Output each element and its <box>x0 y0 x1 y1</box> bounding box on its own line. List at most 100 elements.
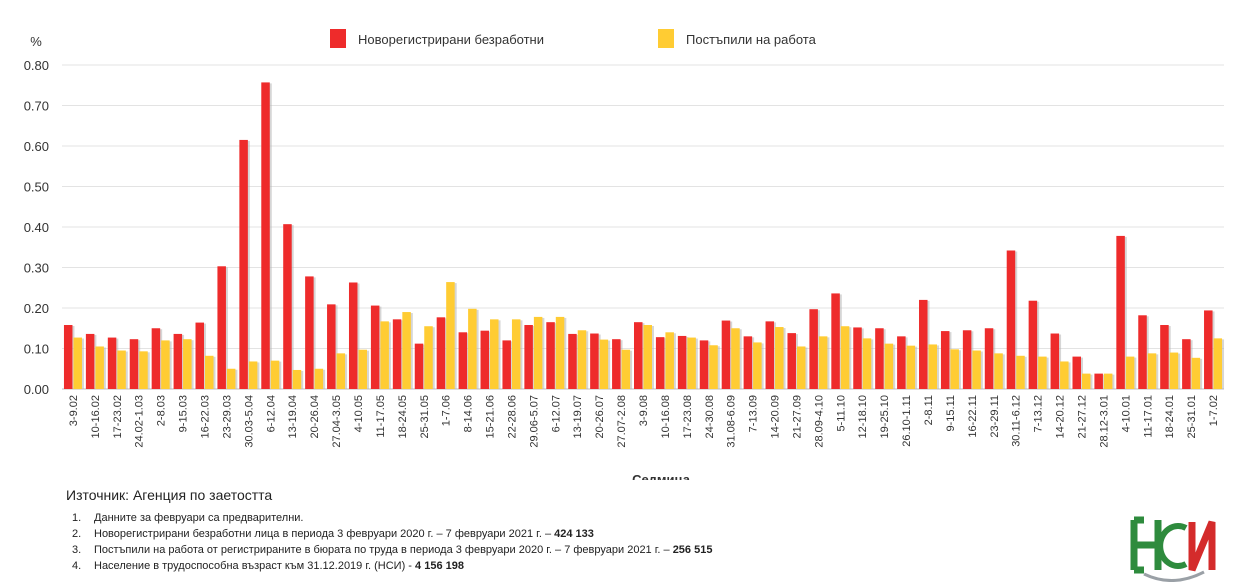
bar-new-unemployed <box>480 330 490 389</box>
bar-employed <box>1169 352 1179 389</box>
bar-chart: 0.00 0.10 0.20 0.30 0.40 0.50 0.60 0.70 0.80 3-9… <box>24 29 1225 480</box>
bar-employed <box>621 349 631 389</box>
x-tick-label: 17-23.02 <box>112 395 124 438</box>
source-line: Източник: Агенция по заетостта <box>66 487 273 503</box>
bar-employed <box>183 339 192 389</box>
bar-new-unemployed <box>677 335 687 389</box>
x-tick-label: 16-22.11 <box>967 395 979 438</box>
bar-new-unemployed <box>1204 310 1213 389</box>
note-item: 1. Данните за февруари са предварителни. <box>72 512 304 524</box>
bar-new-unemployed <box>305 276 314 389</box>
bar-employed <box>731 328 740 389</box>
x-tick-label: 8-14.06 <box>463 395 475 432</box>
bar-new-unemployed <box>919 299 928 389</box>
bar-employed <box>270 360 280 389</box>
bar-employed <box>928 344 938 389</box>
bar-employed <box>533 316 543 389</box>
x-axis-ticks: 3-9.02 10-16.02 17-23.02 24.02-1.03 2-8.03 9-… <box>68 395 1220 448</box>
note-item: 3. Постъпили на работа от регистрираните … <box>72 544 713 556</box>
x-tick-label: 26.10-1.11 <box>901 395 913 447</box>
x-tick-label: 11-17.05 <box>375 395 387 438</box>
bar-new-unemployed <box>1006 250 1016 389</box>
x-tick-label: 28.09-4.10 <box>813 395 825 448</box>
bar-employed <box>1081 373 1091 389</box>
y-tick-label: 0.40 <box>24 220 49 235</box>
legend-label-new-unemployed: Новорегистрирани безработни <box>358 32 544 47</box>
legend-swatch-new-unemployed <box>330 29 346 48</box>
bar-employed <box>1038 356 1047 389</box>
bar-new-unemployed <box>502 340 511 389</box>
bar-new-unemployed <box>85 333 95 389</box>
x-tick-label: 2-8.11 <box>923 395 935 425</box>
bar-new-unemployed <box>348 282 358 389</box>
bar-new-unemployed <box>634 322 643 389</box>
bar-new-unemployed <box>1160 325 1169 389</box>
bar-new-unemployed <box>1182 339 1191 389</box>
x-tick-label: 30.03-5.04 <box>243 395 255 448</box>
y-tick-label: 0.50 <box>24 180 49 195</box>
x-tick-label: 13-19.04 <box>287 395 299 438</box>
bar-new-unemployed <box>765 321 775 389</box>
x-tick-label: 1-7.02 <box>1208 395 1220 426</box>
x-tick-label: 18-24.01 <box>1164 395 1176 438</box>
bar-new-unemployed <box>524 325 533 389</box>
bar-employed <box>972 350 981 389</box>
bar-employed <box>1191 357 1201 389</box>
bar-employed <box>446 282 455 389</box>
bar-employed <box>840 326 850 389</box>
x-tick-label: 19-25.10 <box>879 395 891 438</box>
legend-swatch-employed <box>658 29 674 48</box>
bars <box>63 82 1225 389</box>
bar-new-unemployed <box>940 331 950 389</box>
x-tick-label: 27.07-2.08 <box>616 395 628 448</box>
bar-new-unemployed <box>787 333 796 389</box>
bar-employed <box>555 316 565 389</box>
bar-new-unemployed <box>962 330 972 389</box>
bar-new-unemployed <box>743 336 753 389</box>
bar-employed <box>753 342 762 389</box>
bar-new-unemployed <box>261 82 270 389</box>
x-tick-label: 17-23.08 <box>682 395 694 438</box>
bar-employed <box>643 325 652 389</box>
x-tick-label: 31.08-6.09 <box>726 395 738 448</box>
x-tick-label: 3-9.02 <box>68 395 80 426</box>
bar-new-unemployed <box>63 325 73 389</box>
x-tick-label: 1-7.06 <box>441 395 453 426</box>
x-tick-label: 27.04-3.05 <box>331 395 343 448</box>
y-tick-label: 0.80 <box>24 58 49 73</box>
bar-employed <box>818 336 828 389</box>
bar-new-unemployed <box>239 139 248 389</box>
bar-new-unemployed <box>436 317 446 389</box>
bar-employed <box>884 343 894 389</box>
bar-employed <box>1125 356 1135 389</box>
bar-employed <box>709 345 718 389</box>
y-tick-label: 0.30 <box>24 261 49 276</box>
bar-new-unemployed <box>655 337 665 389</box>
x-tick-label: 9-15.11 <box>945 395 957 432</box>
bar-employed <box>380 321 389 389</box>
bar-employed <box>906 345 916 389</box>
bar-new-unemployed <box>984 328 994 389</box>
x-tick-label: 25-31.01 <box>1186 395 1198 438</box>
bar-new-unemployed <box>897 336 906 389</box>
bar-employed <box>687 337 696 389</box>
bar-new-unemployed <box>173 333 183 389</box>
gridlines <box>62 64 1224 390</box>
legend: Новорегистрирани безработни Постъпили на… <box>330 29 817 48</box>
bar-employed <box>950 349 959 389</box>
bar-new-unemployed <box>283 224 292 389</box>
x-tick-label: 5-11.10 <box>835 395 847 432</box>
bar-employed <box>775 327 784 389</box>
bar-new-unemployed <box>392 319 402 389</box>
x-tick-label: 6-12.04 <box>265 395 277 432</box>
bar-employed <box>161 340 170 389</box>
x-tick-label: 18-24.05 <box>397 395 409 438</box>
x-tick-label: 9-15.03 <box>178 395 190 432</box>
legend-label-employed: Постъпили на работа <box>686 32 817 47</box>
bar-employed <box>314 368 324 389</box>
bar-new-unemployed <box>721 320 731 389</box>
bar-employed <box>1147 353 1157 389</box>
bar-employed <box>205 355 214 389</box>
bar-employed <box>577 330 587 389</box>
x-tick-label: 2-8.03 <box>156 395 168 426</box>
